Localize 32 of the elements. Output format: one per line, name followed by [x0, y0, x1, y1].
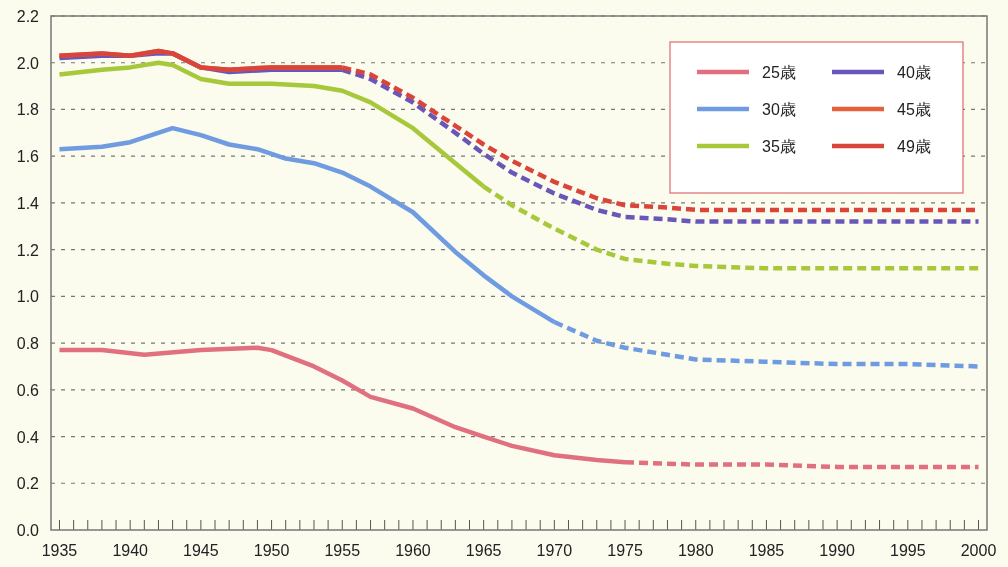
x-tick-label: 1950 — [253, 542, 290, 559]
x-tick-label: 1985 — [748, 542, 785, 559]
y-tick-label: 1.6 — [16, 148, 40, 166]
y-tick-label: 1.0 — [16, 288, 40, 306]
legend-label: 35歳 — [762, 138, 796, 155]
y-tick-label: 0.0 — [16, 522, 40, 539]
x-tick-label: 1935 — [41, 542, 78, 559]
x-tick-label: 1975 — [607, 542, 643, 559]
x-tick-label: 1965 — [465, 542, 502, 559]
y-tick-label: 0.8 — [16, 335, 40, 353]
x-tick-label: 1960 — [395, 542, 431, 559]
legend-label: 45歳 — [897, 101, 931, 118]
x-tick-label: 1990 — [819, 542, 856, 559]
x-tick-label: 2000 — [960, 542, 997, 559]
x-tick-label: 1980 — [677, 542, 714, 559]
y-tick-label: 1.4 — [16, 194, 40, 212]
x-tick-label: 1955 — [324, 542, 361, 559]
y-tick-label: 0.2 — [16, 475, 40, 493]
legend-label: 30歳 — [762, 101, 796, 118]
x-tick-label: 1945 — [183, 542, 219, 559]
y-tick-label: 0.6 — [16, 381, 40, 399]
legend-label: 49歳 — [897, 138, 931, 155]
y-tick-label: 0.4 — [16, 428, 40, 446]
legend-label: 40歳 — [897, 64, 931, 81]
y-tick-label: 1.2 — [16, 241, 40, 259]
legend-label: 25歳 — [762, 64, 796, 81]
y-tick-label: 1.8 — [16, 101, 40, 119]
x-tick-label: 1940 — [112, 542, 149, 559]
y-tick-label: 2.0 — [16, 54, 40, 72]
y-tick-label: 2.2 — [16, 8, 40, 25]
x-tick-label: 1970 — [536, 542, 573, 559]
x-tick-label: 1995 — [890, 542, 926, 559]
